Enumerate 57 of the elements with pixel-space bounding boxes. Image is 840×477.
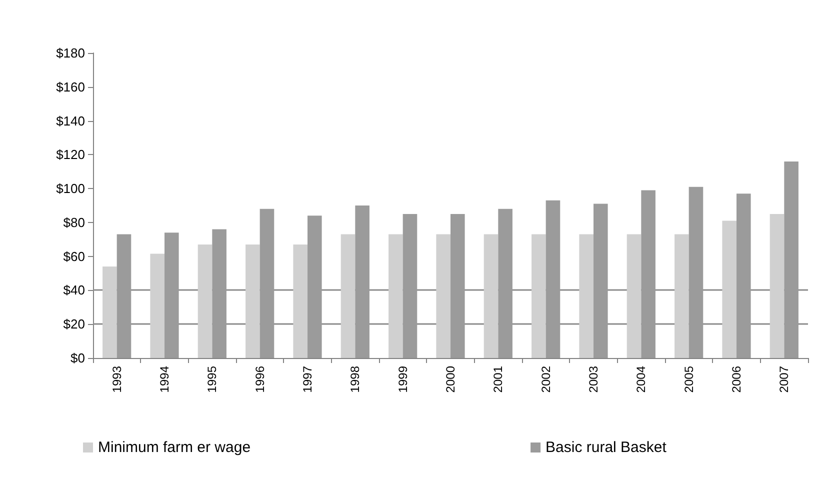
x-tick-label: 2002 (538, 366, 553, 393)
bar (102, 266, 117, 358)
y-tick-label: $20 (63, 316, 85, 332)
bar (579, 234, 594, 358)
bar (388, 234, 403, 358)
bar (116, 234, 132, 358)
x-tick-label: 1999 (396, 366, 410, 393)
y-tick-label: $160 (56, 79, 85, 94)
x-tick-label: 1995 (205, 366, 220, 393)
bar (436, 234, 450, 358)
bar (355, 206, 370, 358)
x-tick-label: 1996 (252, 366, 267, 393)
y-tick-label: $60 (63, 248, 85, 264)
x-tick-label: 1993 (110, 366, 124, 393)
x-tick-label: 2006 (730, 366, 744, 393)
bar (736, 194, 751, 358)
y-tick-label: $140 (56, 113, 85, 128)
y-tick-label: $80 (63, 214, 85, 230)
bar (246, 244, 260, 358)
bar (484, 234, 498, 358)
y-tick-label: $40 (63, 282, 85, 298)
bar (212, 229, 226, 358)
bar (770, 214, 784, 358)
x-tick-label: 2001 (491, 366, 506, 393)
legend-label: Minimum farm er wage (98, 439, 251, 456)
x-tick-label: 1994 (158, 366, 172, 393)
bar (784, 161, 798, 358)
y-tick-label: $100 (56, 181, 85, 196)
bar (498, 208, 512, 358)
bar (641, 190, 656, 358)
bar (164, 232, 179, 358)
bar (340, 234, 356, 358)
x-tick-label: 2007 (777, 366, 792, 393)
x-tick-label: 1998 (348, 366, 362, 393)
y-tick-label: $120 (56, 147, 85, 162)
bar (293, 244, 308, 358)
bar (594, 204, 608, 358)
bar (198, 244, 212, 358)
x-tick-label: 2004 (634, 366, 648, 393)
y-tick-label: $0 (70, 350, 85, 366)
bar (308, 216, 322, 358)
bar (688, 186, 704, 358)
x-tick-label: 2000 (444, 366, 458, 393)
x-tick-label: 2005 (682, 366, 696, 393)
bar (722, 220, 736, 358)
bar (674, 234, 689, 358)
bar (150, 254, 164, 358)
bar (402, 214, 418, 358)
bar (260, 208, 274, 358)
bar (450, 214, 465, 358)
legend-label: Basic rural Basket (546, 439, 668, 456)
x-tick-label: 2003 (586, 366, 600, 393)
bar (546, 200, 560, 358)
y-tick-label: $180 (56, 46, 85, 60)
bar (626, 234, 642, 358)
bar (532, 234, 546, 358)
x-tick-label: 1997 (300, 366, 314, 393)
